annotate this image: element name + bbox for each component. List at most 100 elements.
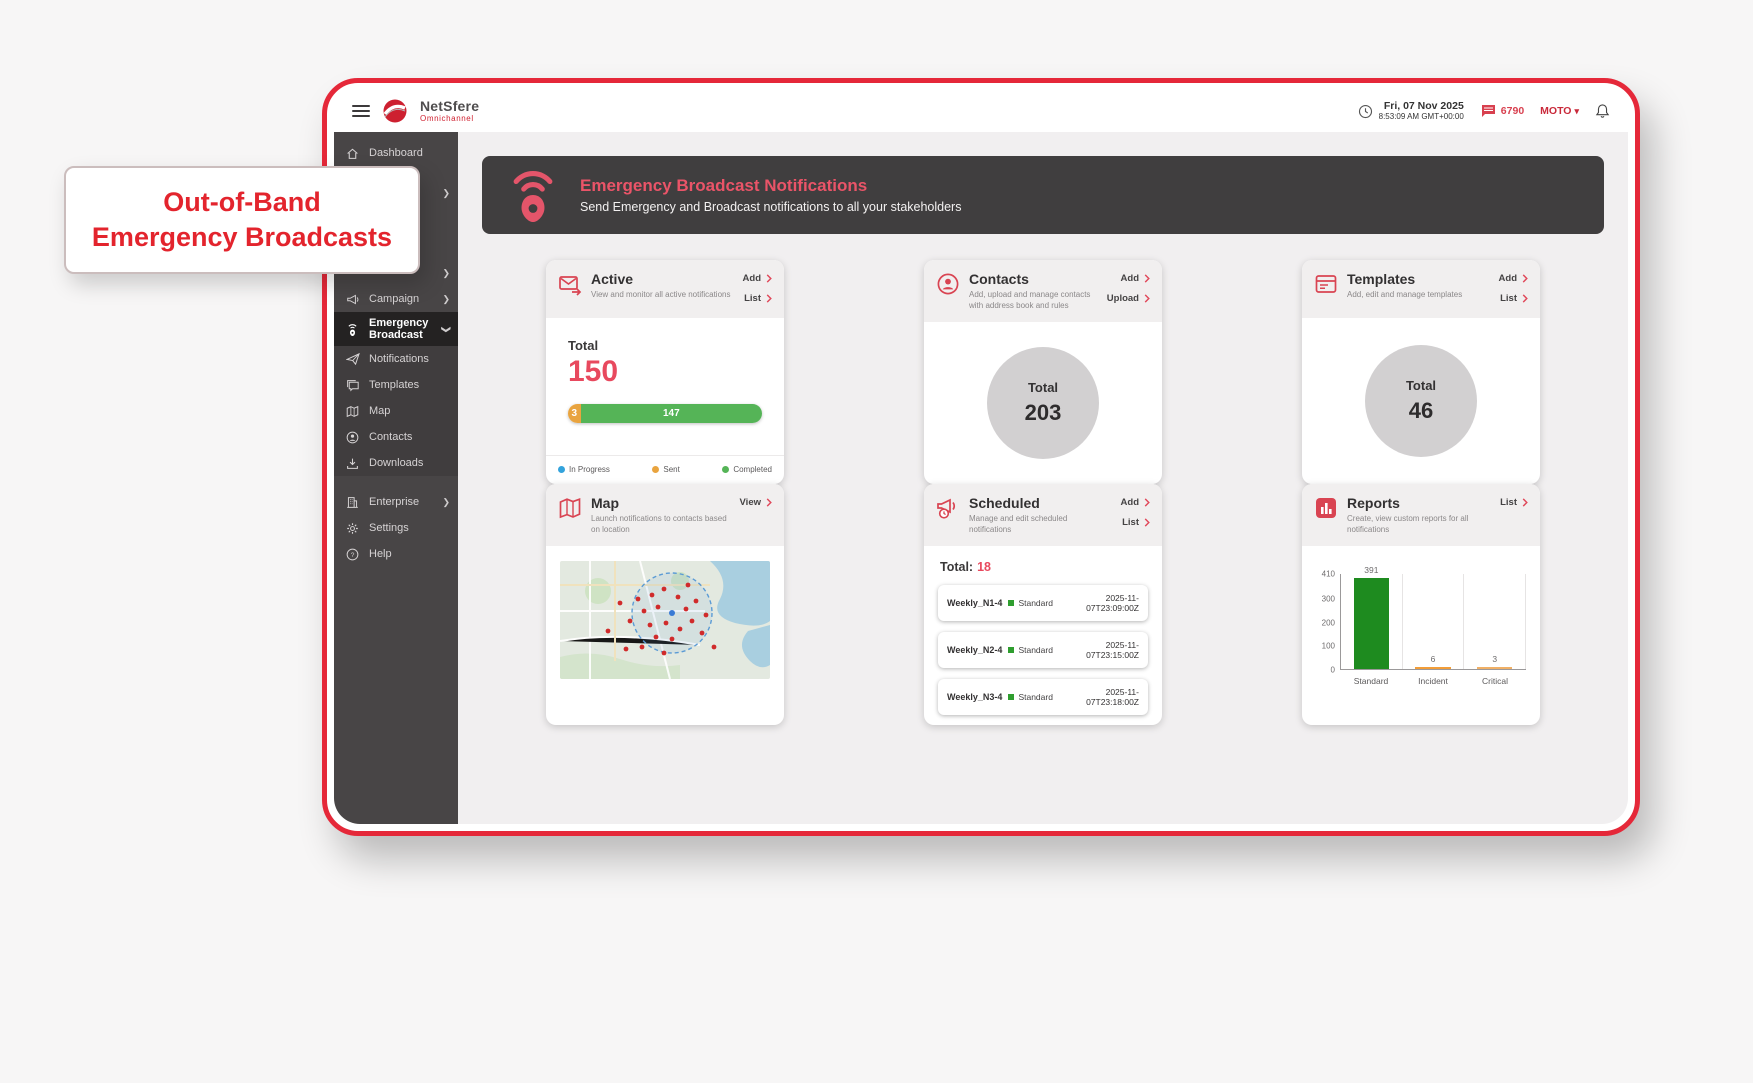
active-card-header: Active View and monitor all active notif…: [546, 260, 784, 318]
card-subtitle: Add, edit and manage templates: [1347, 290, 1463, 299]
hamburger-menu-icon[interactable]: [352, 105, 370, 117]
broadcast-pin-icon: [513, 171, 553, 222]
sent-dot: [652, 466, 660, 473]
chevron-right-icon: [1144, 274, 1150, 283]
app-window: NetSfere Omnichannel Fri, 07 Nov 2025 8:…: [322, 78, 1640, 836]
progress-segment-completed: 147: [580, 403, 762, 423]
chevron-down-icon: ❯: [441, 325, 452, 333]
sidebar-item-collapsed-1[interactable]: ❯: [334, 180, 458, 206]
sidebar-item-enterprise[interactable]: Enterprise ❯: [334, 489, 458, 515]
chevron-right-icon: ❯: [442, 267, 450, 278]
sidebar-item-templates[interactable]: Templates: [334, 372, 458, 398]
standard-type-dot: [1008, 693, 1015, 700]
templates-card-header: Templates Add, edit and manage templates…: [1302, 260, 1540, 318]
card-subtitle: Launch notifications to contacts based o…: [591, 514, 727, 534]
card-subtitle: View and monitor all active notification…: [591, 290, 731, 299]
scheduled-row[interactable]: Weekly_N2-4 Standard 2025-11-07T23:15:00…: [938, 631, 1148, 668]
map-preview[interactable]: [560, 560, 770, 679]
progress-segment-sent: 3: [568, 403, 581, 423]
bar-standard: [1353, 578, 1389, 669]
chevron-right-icon: [766, 274, 772, 283]
reports-chart: 410 300 200 100 0: [1302, 546, 1540, 686]
chevron-down-icon: ▾: [1574, 105, 1579, 116]
chevron-right-icon: ❯: [442, 293, 450, 304]
scheduled-row[interactable]: Weekly_N1-4 Standard 2025-11-07T23:09:00…: [938, 584, 1148, 621]
card-subtitle: Add, upload and manage contacts with add…: [969, 290, 1091, 310]
scheduled-row[interactable]: Weekly_N3-4 Standard 2025-11-07T23:18:00…: [938, 678, 1148, 715]
active-list-button[interactable]: List: [744, 293, 772, 304]
standard-type-dot: [1008, 646, 1015, 653]
broadcast-pin-icon: [346, 322, 360, 336]
map-view-button[interactable]: View: [740, 497, 772, 508]
templates-list-button[interactable]: List: [1500, 293, 1528, 304]
download-icon: [346, 456, 360, 470]
chart-y-axis: 410 300 200 100 0: [1321, 569, 1335, 675]
megaphone-icon: [346, 292, 360, 306]
scheduled-list-button[interactable]: List: [1122, 517, 1150, 528]
contacts-total-circle: Total 203: [987, 346, 1099, 459]
reports-card-header: Reports Create, view custom reports for …: [1302, 484, 1540, 546]
help-icon: ?: [346, 547, 360, 561]
chart-x-labels: Standard Incident Critical: [1353, 675, 1508, 686]
reports-list-button[interactable]: List: [1500, 497, 1528, 508]
building-icon: [346, 495, 360, 509]
sidebar-item-map[interactable]: Map: [334, 398, 458, 424]
chevron-right-icon: [1522, 294, 1528, 303]
home-icon: [346, 146, 360, 160]
chevron-right-icon: ❯: [442, 496, 450, 507]
org-name: MOTO: [1540, 105, 1572, 117]
person-icon: [346, 430, 360, 444]
in-progress-dot: [558, 466, 565, 473]
templates-total-value: 46: [1408, 398, 1434, 423]
standard-type-dot: [1008, 599, 1015, 606]
chat-square-icon: [346, 378, 360, 392]
messages-counter[interactable]: 6790: [1480, 104, 1524, 118]
annotation-callout: Out-of-Band Emergency Broadcasts: [64, 166, 420, 274]
sidebar-item-collapsed-2[interactable]: ❯: [334, 260, 458, 286]
active-total-label: Total: [568, 338, 599, 353]
scheduled-total: Total: 18: [940, 559, 991, 574]
active-card: Active View and monitor all active notif…: [546, 260, 784, 484]
card-subtitle: Create, view custom reports for all noti…: [1347, 514, 1469, 534]
banner-title: Emergency Broadcast Notifications: [580, 176, 868, 195]
scheduled-add-button[interactable]: Add: [1121, 497, 1150, 508]
sidebar-item-downloads[interactable]: Downloads: [334, 450, 458, 476]
main-content: Emergency Broadcast Notifications Send E…: [458, 132, 1628, 824]
reports-card: Reports Create, view custom reports for …: [1302, 484, 1540, 725]
messages-count: 6790: [1500, 105, 1525, 117]
sidebar-item-emergency-broadcast[interactable]: Emergency Broadcast ❯: [334, 312, 458, 346]
brand-name: NetSfere: [420, 98, 480, 114]
send-icon: [346, 352, 360, 366]
banner-subtitle: Send Emergency and Broadcast notificatio…: [580, 200, 962, 214]
bar-chart-icon: [1316, 498, 1336, 518]
sidebar-item-settings[interactable]: Settings: [334, 515, 458, 541]
templates-add-button[interactable]: Add: [1499, 273, 1528, 284]
chevron-right-icon: [1144, 294, 1150, 303]
map-card-header: Map Launch notifications to contacts bas…: [546, 484, 784, 546]
sidebar-item-dashboard[interactable]: Dashboard: [334, 140, 458, 166]
bar-incident: [1415, 666, 1451, 669]
contacts-total-value: 203: [1024, 399, 1062, 425]
template-icon: [1315, 275, 1337, 293]
templates-card: Templates Add, edit and manage templates…: [1302, 260, 1540, 484]
scheduled-card: Scheduled Manage and edit scheduled noti…: [924, 484, 1162, 725]
brand-subtitle: Omnichannel: [420, 114, 474, 123]
chevron-right-icon: [1522, 274, 1528, 283]
svg-text:?: ?: [351, 551, 355, 558]
sidebar-item-help[interactable]: ? Help: [334, 541, 458, 567]
bell-icon[interactable]: [1595, 103, 1610, 119]
megaphone-clock-icon: [937, 498, 956, 519]
contacts-add-button[interactable]: Add: [1121, 273, 1150, 284]
sidebar-item-contacts[interactable]: Contacts: [334, 424, 458, 450]
person-circle-icon: [937, 273, 959, 295]
chevron-right-icon: [1144, 498, 1150, 507]
clock-icon: [1358, 104, 1372, 118]
sidebar-item-notifications[interactable]: Notifications: [334, 346, 458, 372]
card-title: Active: [591, 271, 634, 287]
chevron-right-icon: [766, 294, 772, 303]
completed-dot: [722, 466, 730, 473]
sidebar-item-campaign[interactable]: Campaign ❯: [334, 286, 458, 312]
active-add-button[interactable]: Add: [743, 273, 772, 284]
contacts-upload-button[interactable]: Upload: [1107, 293, 1150, 304]
org-selector[interactable]: MOTO ▾: [1540, 105, 1579, 117]
